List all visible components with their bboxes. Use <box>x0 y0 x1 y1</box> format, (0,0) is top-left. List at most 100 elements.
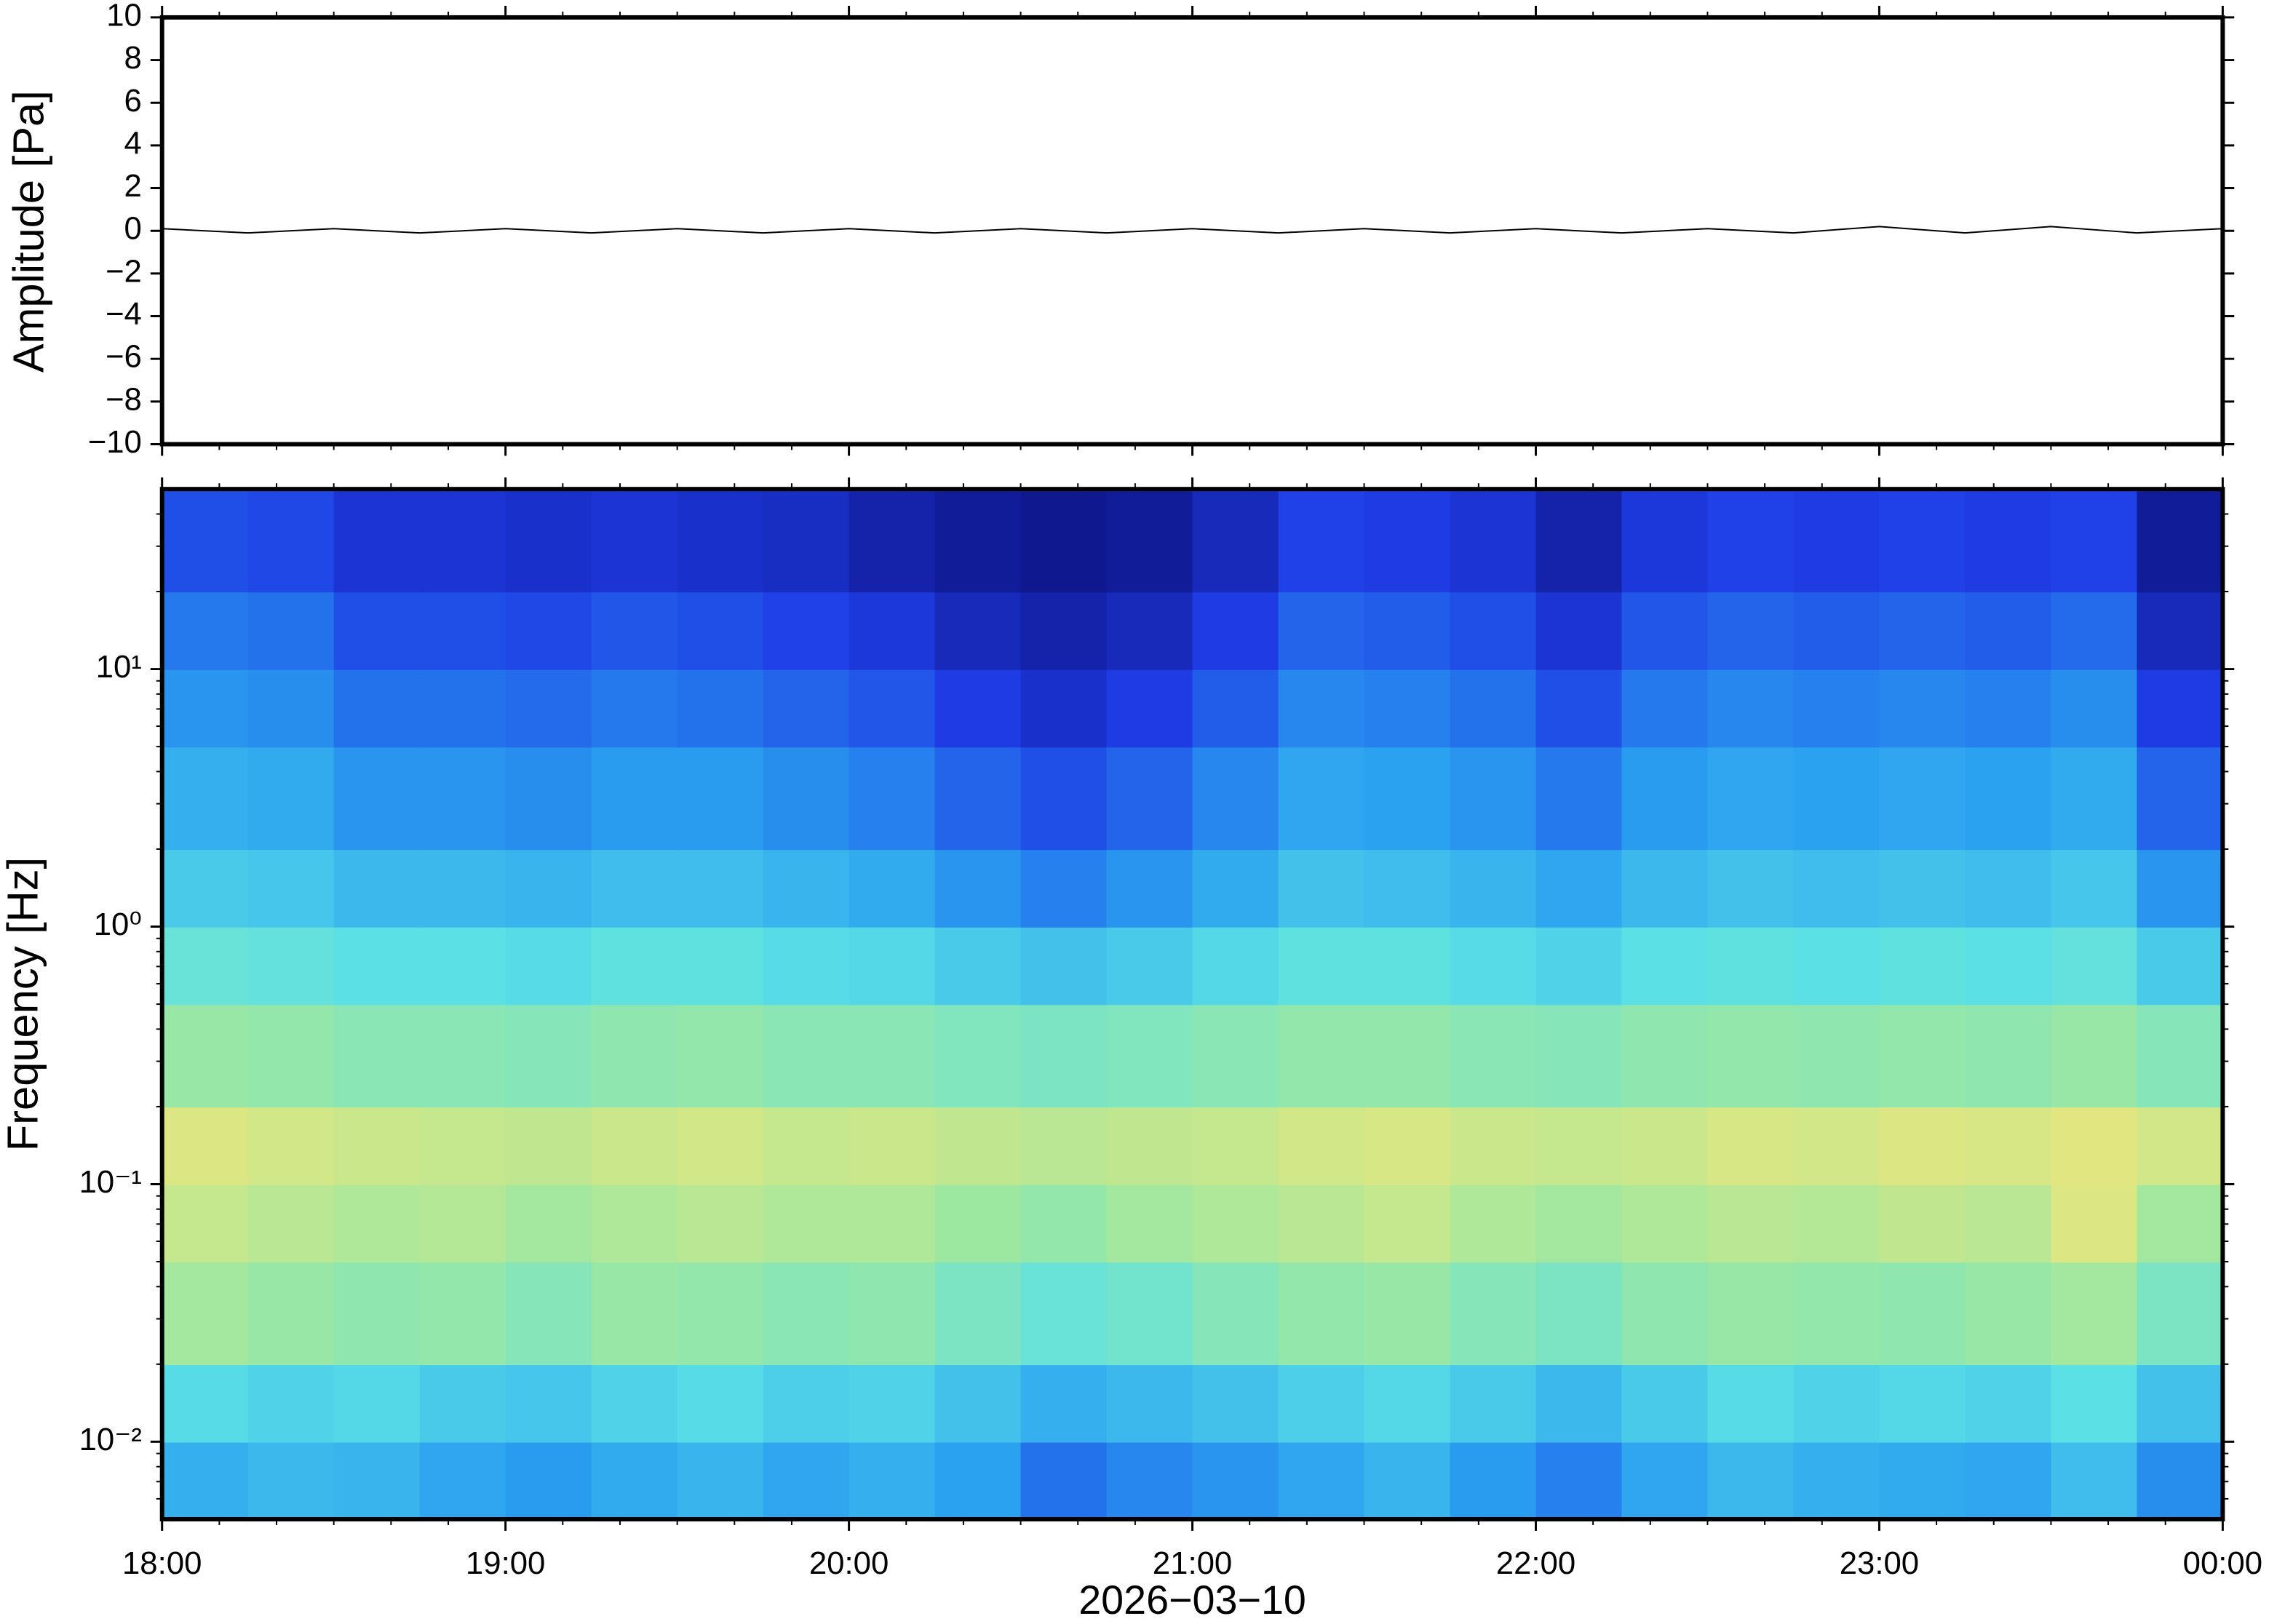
spectrogram-cell <box>1192 848 1279 928</box>
spectrogram-cell <box>677 669 764 748</box>
x-tick-label: 00:00 <box>2183 1545 2262 1581</box>
spectrogram-cell <box>2137 489 2224 593</box>
spectrogram-cell <box>1707 592 1795 670</box>
spectrogram-cell <box>934 592 1022 670</box>
y-tick-label: 10 <box>106 0 142 33</box>
spectrogram-cell <box>1535 1364 1623 1443</box>
spectrogram-cell <box>1450 926 1537 1006</box>
spectrogram-cell <box>1707 1004 1795 1108</box>
spectrogram-cell <box>505 592 592 670</box>
spectrogram-cell <box>1965 1184 2052 1263</box>
spectrogram-cell <box>419 1364 506 1443</box>
spectrogram-cell <box>1020 1184 1108 1263</box>
frame <box>159 15 2225 447</box>
spectrogram-cell <box>419 1441 506 1521</box>
spectrogram-cell <box>1965 1441 2052 1521</box>
spectrogram-cell <box>677 592 764 670</box>
spectrogram-cell <box>1278 1441 1365 1521</box>
spectrogram-cell <box>1879 747 1966 851</box>
spectrogram-cell <box>247 848 335 928</box>
spectrogram-cell <box>591 848 678 928</box>
spectrogram-cell <box>591 489 678 593</box>
y-tick-label: 2 <box>124 168 142 204</box>
spectrogram-cell <box>1793 489 1880 593</box>
spectrogram-cell <box>1535 926 1623 1006</box>
spectrogram-cell <box>1278 747 1365 851</box>
spectrogram-cell <box>763 669 850 748</box>
spectrogram-cell <box>2137 926 2224 1006</box>
spectrogram-cell <box>505 669 592 748</box>
x-tick-label: 22:00 <box>1496 1545 1575 1581</box>
spectrogram-cell <box>1278 489 1365 593</box>
spectrogram-cell <box>1879 1441 1966 1521</box>
spectrogram-cell <box>763 1004 850 1108</box>
spectrogram-cell <box>1965 1262 2052 1366</box>
spectrogram-cell <box>1965 489 2052 593</box>
x-tick-label: 19:00 <box>466 1545 545 1581</box>
spectrogram-cell <box>1364 1184 1451 1263</box>
spectrogram-cell <box>677 1262 764 1366</box>
spectrogram-cell <box>2137 1441 2224 1521</box>
spectrogram-cell <box>1106 1262 1193 1366</box>
spectrogram-cell <box>1278 592 1365 670</box>
spectrogram-cell <box>162 489 249 593</box>
spectrogram-cell <box>1450 1262 1537 1366</box>
spectrogram-cell <box>1793 592 1880 670</box>
spectrogram-cell <box>1278 1004 1365 1108</box>
spectrogram-cell <box>1965 848 2052 928</box>
spectrogram-cell <box>1192 1262 1279 1366</box>
spectrogram-cell <box>247 1364 335 1443</box>
spectrogram-cell <box>677 848 764 928</box>
spectrogram-cell <box>1364 1364 1451 1443</box>
spectrogram-cell <box>1278 1106 1365 1185</box>
spectrogram-cell <box>2051 848 2138 928</box>
spectrogram-cell <box>1106 747 1193 851</box>
spectrogram-cell <box>333 1441 421 1521</box>
spectrogram-cell <box>1621 489 1709 593</box>
spectrogram-cell <box>591 669 678 748</box>
spectrogram-cell <box>1965 592 2052 670</box>
spectrogram-cell <box>763 1364 850 1443</box>
spectrogram-cell <box>677 1441 764 1521</box>
spectrogram-cell <box>1192 1004 1279 1108</box>
spectrogram-cell <box>1621 1364 1709 1443</box>
spectrogram-cell <box>1535 747 1623 851</box>
spectrogram-cell <box>419 592 506 670</box>
spectrogram-cell <box>1707 747 1795 851</box>
spectrogram-cell <box>333 1106 421 1185</box>
spectrogram-cell <box>677 1004 764 1108</box>
spectrogram-cell <box>1020 592 1108 670</box>
spectrogram-cell <box>1450 592 1537 670</box>
spectrogram-cell <box>591 926 678 1006</box>
spectrogram-cell <box>2137 592 2224 670</box>
spectrogram-cell <box>505 489 592 593</box>
spectrogram-cell <box>1192 489 1279 593</box>
spectrogram-cell <box>1621 1004 1709 1108</box>
spectrogram-cell <box>505 1364 592 1443</box>
spectrogram-cell <box>162 848 249 928</box>
spectrogram-cell <box>2051 1364 2138 1443</box>
spectrogram-cell <box>1020 1262 1108 1366</box>
spectrogram-cell <box>934 1441 1022 1521</box>
spectrogram-cell <box>1106 848 1193 928</box>
y-tick-label: 10⁻¹ <box>79 1164 142 1200</box>
spectrogram-cell <box>934 1004 1022 1108</box>
spectrogram-cell <box>247 926 335 1006</box>
spectrogram-cell <box>1707 489 1795 593</box>
spectrogram-cell <box>1278 926 1365 1006</box>
spectrogram-cell <box>1364 1106 1451 1185</box>
spectrogram-cell <box>1621 1441 1709 1521</box>
spectrogram-cell <box>162 1262 249 1366</box>
spectrogram-cell <box>849 926 936 1006</box>
spectrogram-cell <box>1621 747 1709 851</box>
spectrogram-cell <box>505 1004 592 1108</box>
spectrogram-cell <box>1793 1004 1880 1108</box>
spectrogram-cell <box>1879 1364 1966 1443</box>
spectrogram-cell <box>591 1441 678 1521</box>
spectrogram-cell <box>1106 489 1193 593</box>
y-tick-label: −4 <box>106 296 142 332</box>
y-tick-label: 10¹ <box>96 649 142 685</box>
y-tick-label: −2 <box>106 253 142 289</box>
spectrogram-cell <box>333 848 421 928</box>
spectrogram-cell <box>1192 1364 1279 1443</box>
